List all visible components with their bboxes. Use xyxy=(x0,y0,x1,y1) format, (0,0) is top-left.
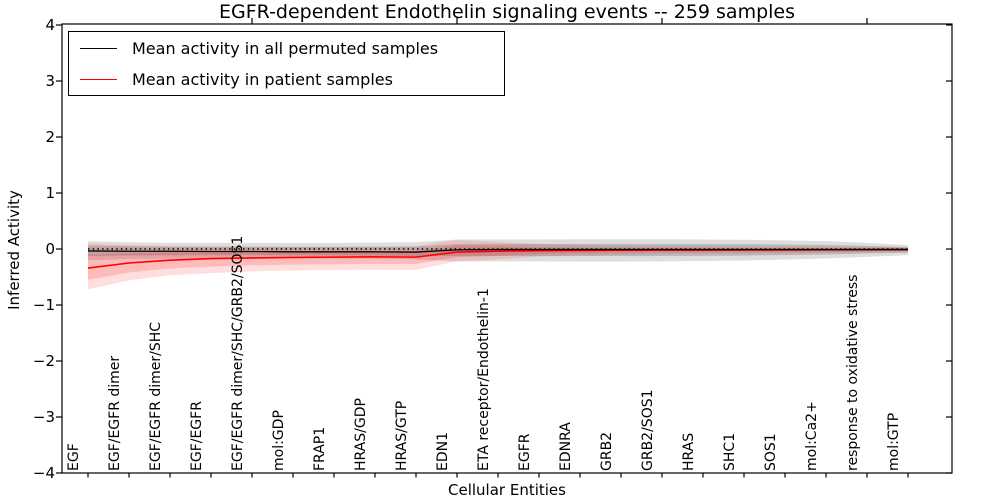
y-tick-label: 0 xyxy=(45,240,55,258)
x-tick-label: mol:GDP xyxy=(271,410,287,471)
x-tick-label: FRAP1 xyxy=(312,426,328,471)
x-tick-label: GRB2 xyxy=(599,431,615,471)
chart-title: EGFR-dependent Endothelin signaling even… xyxy=(218,1,796,23)
y-tick-label: 2 xyxy=(45,128,55,146)
x-tick-label: EGF/EGFR dimer/SHC/GRB2/SOS1 xyxy=(230,235,246,471)
x-tick-label: SHC1 xyxy=(722,432,738,471)
x-tick-label: mol:Ca2+ xyxy=(804,401,820,471)
x-tick-label: SOS1 xyxy=(763,433,779,471)
y-tick-label: −3 xyxy=(32,408,55,426)
x-tick-label: response to oxidative stress xyxy=(845,274,861,471)
x-tick-label: EDN1 xyxy=(435,431,451,471)
x-tick-label: HRAS/GDP xyxy=(353,398,369,471)
x-tick-label: EGFR xyxy=(517,433,533,471)
legend: Mean activity in all permuted samples Me… xyxy=(68,31,505,96)
y-tick-label: 4 xyxy=(45,16,55,34)
x-tick-label: mol:GTP xyxy=(886,412,902,471)
x-tick-label: HRAS/GTP xyxy=(394,400,410,471)
y-tick-label: 1 xyxy=(45,184,55,202)
legend-line-permuted-icon xyxy=(80,47,117,49)
x-tick-label: EGF/EGFR xyxy=(189,401,205,471)
x-tick-label: EGF/EGFR dimer xyxy=(107,355,123,471)
x-axis-label: Cellular Entities xyxy=(448,481,566,499)
y-tick-label: 3 xyxy=(45,72,55,90)
x-tick-label: ETA receptor/Endothelin-1 xyxy=(476,288,492,471)
legend-item-patient: Mean activity in patient samples xyxy=(80,64,504,94)
legend-line-patient-icon xyxy=(80,78,117,80)
legend-item-permuted: Mean activity in all permuted samples xyxy=(80,33,504,63)
x-tick-label: GRB2/SOS1 xyxy=(640,389,656,471)
x-tick-label: EDNRA xyxy=(558,422,574,471)
patient-band-inner xyxy=(88,245,908,280)
x-tick-label: EGF/EGFR dimer/SHC xyxy=(148,321,164,471)
x-tick-label: EGF xyxy=(66,443,82,471)
legend-label-patient: Mean activity in patient samples xyxy=(132,69,393,89)
permuted-band-outer xyxy=(88,239,908,262)
y-tick-label: −1 xyxy=(32,296,55,314)
x-tick-label: HRAS xyxy=(681,432,697,471)
y-tick-label: −4 xyxy=(32,464,55,482)
y-tick-label: −2 xyxy=(32,352,55,370)
legend-label-permuted: Mean activity in all permuted samples xyxy=(132,38,439,58)
